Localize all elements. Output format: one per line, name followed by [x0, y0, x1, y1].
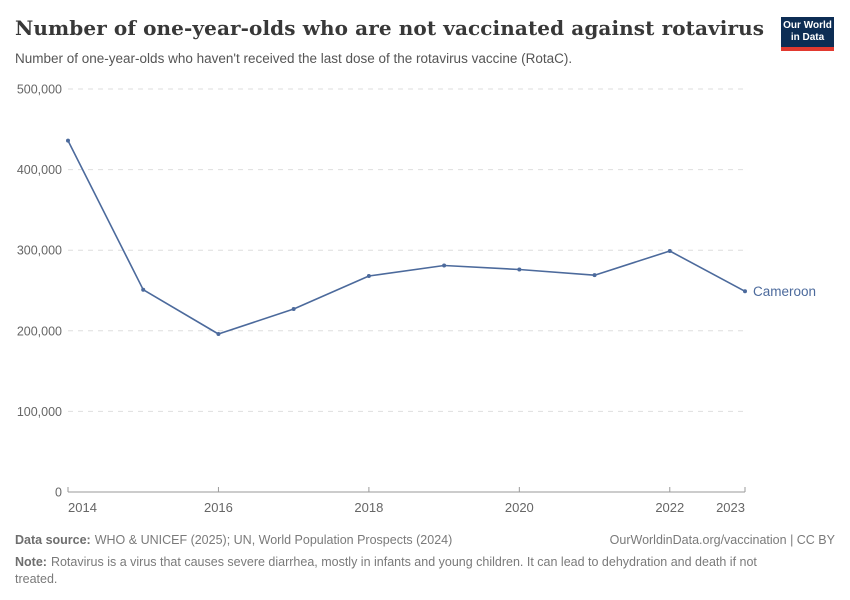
- data-point: [442, 263, 447, 268]
- x-axis-tick-label: 2023: [716, 500, 745, 515]
- data-point: [743, 289, 747, 294]
- source-row: Data source: WHO & UNICEF (2025); UN, Wor…: [15, 533, 835, 547]
- data-point: [141, 287, 146, 292]
- data-source-text: WHO & UNICEF (2025); UN, World Populatio…: [94, 533, 453, 547]
- y-axis-tick-label: 300,000: [17, 244, 62, 258]
- chart-note: Note: Rotavirus is a virus that causes se…: [15, 554, 783, 588]
- page-title: Number of one-year-olds who are not vacc…: [15, 16, 765, 40]
- y-axis-tick-label: 400,000: [17, 163, 62, 177]
- entity-label: Cameroon: [753, 284, 816, 299]
- data-point: [66, 138, 70, 143]
- x-axis-tick-label: 2016: [204, 500, 233, 515]
- data-point: [291, 307, 296, 312]
- owid-logo-line2: in Data: [790, 32, 825, 43]
- note-text: Rotavirus is a virus that causes severe …: [15, 555, 757, 586]
- y-axis-tick-label: 0: [55, 486, 62, 500]
- x-axis-tick-label: 2022: [655, 500, 684, 515]
- data-point: [366, 273, 371, 278]
- chart-footer: Data source: WHO & UNICEF (2025); UN, Wor…: [15, 533, 835, 588]
- line-chart: 0 100,000 200,000 300,000 400,000 500,000 2014…: [17, 83, 816, 516]
- owid-logo: Our World in Data: [781, 17, 834, 51]
- data-line: [67, 139, 746, 335]
- data-point: [592, 273, 597, 278]
- chart-subtitle: Number of one-year-olds who haven't rece…: [15, 51, 573, 66]
- y-axis-tick-label: 200,000: [17, 324, 62, 338]
- data-source-label: Data source:: [15, 533, 91, 547]
- x-axis-tick-label: 2014: [68, 500, 97, 515]
- data-point: [216, 332, 221, 337]
- x-axis-tick-label: 2018: [354, 500, 383, 515]
- y-axis-tick-label: 100,000: [17, 405, 62, 419]
- data-source: Data source: WHO & UNICEF (2025); UN, Wor…: [15, 533, 452, 547]
- x-axis-tick-label: 2020: [505, 500, 534, 515]
- data-point: [517, 267, 522, 272]
- y-axis-tick-label: 500,000: [17, 83, 62, 97]
- data-point: [667, 249, 672, 254]
- owid-logo-line1: Our World: [783, 20, 832, 31]
- note-label: Note:: [15, 555, 47, 569]
- owid-credit-link[interactable]: OurWorldinData.org/vaccination | CC BY: [609, 533, 835, 547]
